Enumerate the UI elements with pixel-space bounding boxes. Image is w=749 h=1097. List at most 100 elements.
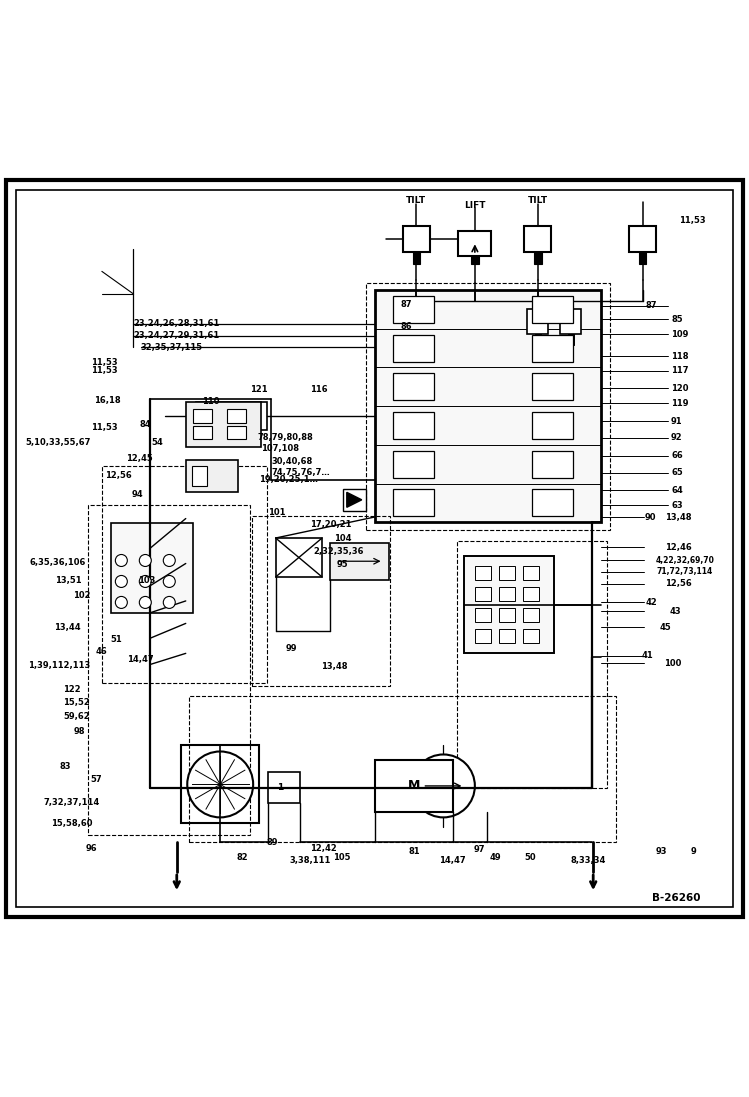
Bar [413, 252, 420, 264]
Bar [464, 556, 554, 654]
Bar [475, 566, 491, 580]
Bar [88, 505, 250, 835]
Text: TILT: TILT [406, 196, 425, 205]
Text: 97: 97 [473, 845, 485, 855]
Text: 94: 94 [132, 490, 144, 499]
Text: 74,75,76,7…: 74,75,76,7… [271, 467, 330, 476]
Bar [393, 335, 434, 362]
Text: 54: 54 [151, 438, 163, 446]
Circle shape [163, 554, 175, 566]
Text: 109: 109 [671, 330, 688, 339]
Bar [189, 697, 616, 842]
Text: 122: 122 [63, 685, 81, 693]
Circle shape [115, 576, 127, 588]
Bar [181, 746, 259, 824]
Bar [568, 335, 574, 344]
Bar [196, 402, 267, 430]
Text: LIFT: LIFT [464, 201, 485, 210]
Text: 23,24,27,29,31,61: 23,24,27,29,31,61 [133, 331, 219, 340]
Bar [475, 609, 491, 622]
Text: 120: 120 [671, 384, 688, 393]
Bar [374, 290, 601, 522]
Bar [532, 489, 573, 517]
Bar [535, 335, 541, 344]
Bar [186, 402, 261, 446]
Bar [534, 252, 542, 264]
Text: 11,53: 11,53 [91, 422, 118, 431]
Text: 4,22,32,69,70: 4,22,32,69,70 [656, 556, 715, 565]
Text: 7,32,37,114: 7,32,37,114 [43, 798, 100, 807]
Text: 119: 119 [671, 398, 688, 408]
Text: 66: 66 [671, 451, 683, 460]
Text: 12,46: 12,46 [665, 543, 692, 552]
Circle shape [139, 576, 151, 588]
Text: 42: 42 [646, 598, 658, 607]
Bar [192, 466, 207, 486]
Text: 64: 64 [671, 486, 683, 495]
Bar [343, 488, 366, 511]
Circle shape [412, 755, 475, 817]
Text: 59,62: 59,62 [63, 712, 90, 721]
Bar [252, 516, 390, 687]
Text: 6,35,36,106: 6,35,36,106 [30, 558, 86, 567]
Text: 13,48: 13,48 [665, 512, 691, 521]
Text: 71,72,73,114: 71,72,73,114 [656, 567, 712, 576]
Bar [532, 451, 573, 477]
Text: 5,10,33,55,67: 5,10,33,55,67 [25, 438, 91, 446]
Bar [499, 588, 515, 601]
Bar [111, 523, 193, 613]
Text: 49: 49 [490, 852, 502, 861]
Text: 117: 117 [671, 366, 688, 375]
Text: 95: 95 [337, 561, 349, 569]
Bar [499, 566, 515, 580]
Text: 104: 104 [334, 533, 351, 543]
Text: 2,32,35,36: 2,32,35,36 [313, 547, 363, 556]
Bar [499, 630, 515, 643]
Text: 30,40,68: 30,40,68 [271, 457, 312, 466]
Text: 107,108: 107,108 [261, 443, 299, 453]
Text: 45: 45 [659, 623, 671, 632]
Bar [471, 257, 479, 264]
Circle shape [115, 554, 127, 566]
Text: 118: 118 [671, 351, 688, 361]
Text: 9: 9 [691, 847, 697, 856]
Text: 63: 63 [671, 500, 683, 510]
Text: 90: 90 [644, 512, 655, 521]
Text: 12,45: 12,45 [126, 454, 153, 463]
Bar [366, 283, 610, 530]
Bar [475, 630, 491, 643]
Bar [629, 226, 656, 252]
Text: 81: 81 [409, 847, 421, 857]
Text: B-26260: B-26260 [652, 893, 700, 903]
Text: 50: 50 [524, 852, 536, 861]
Bar [193, 409, 212, 422]
Bar [458, 231, 491, 257]
Bar [374, 760, 453, 812]
Bar [330, 543, 389, 580]
Circle shape [187, 751, 253, 817]
Bar [193, 426, 212, 439]
Bar [527, 309, 548, 335]
Text: 93: 93 [656, 847, 667, 856]
Bar [560, 309, 581, 335]
Text: 87: 87 [646, 302, 657, 310]
Text: 101: 101 [268, 508, 285, 517]
Bar [523, 566, 539, 580]
Bar [499, 609, 515, 622]
Text: M: M [407, 780, 420, 792]
Text: 1: 1 [277, 783, 283, 792]
Text: 15,58,60: 15,58,60 [51, 818, 92, 828]
Text: 116: 116 [310, 385, 328, 394]
Bar [532, 412, 573, 439]
Bar [457, 541, 607, 788]
Bar [276, 538, 322, 577]
Text: 11,53: 11,53 [91, 365, 118, 375]
Bar [186, 460, 238, 491]
Text: 17,20,21: 17,20,21 [310, 520, 351, 529]
Circle shape [163, 576, 175, 588]
Bar [403, 226, 430, 252]
Text: 23,24,26,28,31,61: 23,24,26,28,31,61 [133, 319, 219, 328]
Bar [532, 296, 573, 323]
Text: 16,18: 16,18 [94, 396, 121, 405]
Text: 12,42: 12,42 [310, 844, 337, 852]
